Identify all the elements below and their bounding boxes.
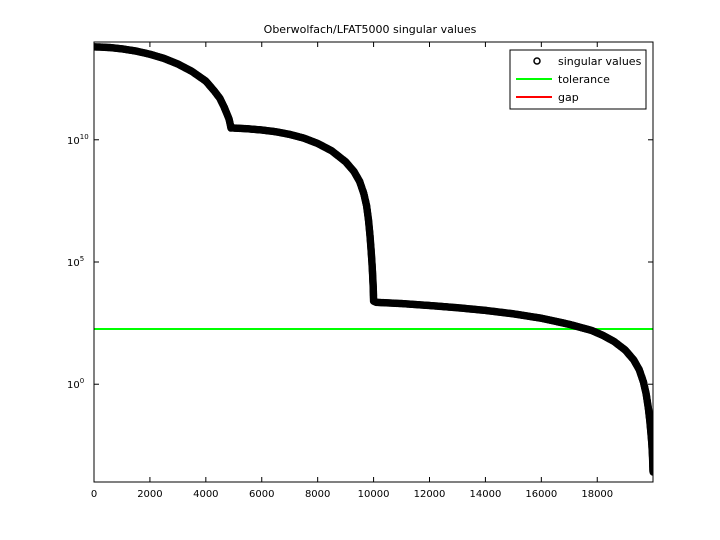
legend: singular values tolerance gap bbox=[509, 49, 647, 110]
legend-label-singular-values: singular values bbox=[558, 55, 642, 68]
y-tick-label: 105 bbox=[67, 255, 84, 269]
axis-ticks: 0 2000 4000 6000 8000 10000 12000 14000 16000 180… bbox=[67, 42, 653, 500]
data-point bbox=[369, 292, 377, 300]
y-tick-label: 100 bbox=[67, 377, 84, 391]
x-tick-label: 4000 bbox=[193, 489, 218, 500]
x-tick-label: 12000 bbox=[414, 489, 446, 500]
x-tick-label: 6000 bbox=[249, 489, 274, 500]
data-point bbox=[369, 287, 377, 295]
x-tick-label: 2000 bbox=[137, 489, 162, 500]
x-tick-label: 8000 bbox=[305, 489, 330, 500]
y-tick-label: 1010 bbox=[67, 133, 89, 147]
data-point bbox=[649, 468, 653, 476]
legend-marker-singular-values bbox=[533, 57, 541, 65]
legend-label-tolerance: tolerance bbox=[558, 73, 610, 86]
x-tick-label: 16000 bbox=[525, 489, 557, 500]
x-tick-label: 18000 bbox=[581, 489, 613, 500]
singular-values-series bbox=[94, 43, 653, 476]
legend-label-gap: gap bbox=[558, 91, 579, 104]
x-tick-label: 0 bbox=[91, 489, 97, 500]
chart-title: Oberwolfach/LFAT5000 singular values bbox=[264, 23, 477, 36]
x-tick-label: 14000 bbox=[470, 489, 502, 500]
data-point bbox=[648, 449, 653, 457]
data-layer bbox=[94, 43, 653, 476]
data-point bbox=[369, 282, 377, 290]
x-tick-label: 10000 bbox=[358, 489, 390, 500]
